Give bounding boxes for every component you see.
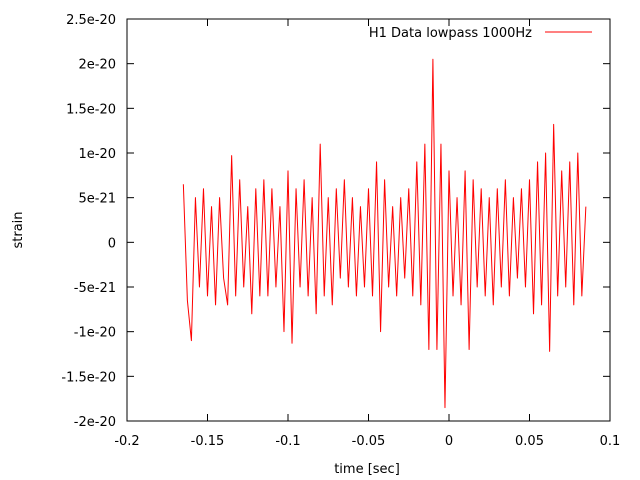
plot-frame bbox=[126, 18, 611, 422]
y-axis-label: strain bbox=[11, 211, 26, 248]
x-tick-label: -0.2 bbox=[114, 434, 139, 449]
series-layer bbox=[182, 58, 587, 409]
y-tick-label: 2.5e-20 bbox=[66, 13, 116, 28]
y-tick-label: -1e-20 bbox=[74, 326, 116, 341]
x-tick-label: -0.15 bbox=[191, 434, 225, 449]
y-axis-ticks: -2e-20 -1.5e-20 -1e-20 -5e-21 0 5e-21 1e-20 1.5… bbox=[61, 13, 610, 430]
x-tick-label: 0 bbox=[445, 434, 453, 449]
x-tick-label: -0.05 bbox=[352, 434, 386, 449]
y-tick-label: 0 bbox=[108, 236, 116, 251]
legend-label: H1 Data lowpass 1000Hz bbox=[369, 26, 532, 41]
x-tick-label: 0.1 bbox=[600, 434, 621, 449]
y-tick-label: 5e-21 bbox=[78, 192, 116, 207]
x-axis-ticks: -0.2 -0.15 -0.1 -0.05 0 0.05 0.1 bbox=[114, 19, 620, 449]
y-tick-label: 1e-20 bbox=[78, 147, 116, 162]
y-tick-label: -1.5e-20 bbox=[61, 370, 116, 385]
x-axis-label: time [sec] bbox=[334, 462, 400, 477]
y-tick-label: -5e-21 bbox=[74, 281, 116, 296]
x-tick-label: 0.05 bbox=[515, 434, 544, 449]
y-tick-label: 2e-20 bbox=[78, 58, 116, 73]
y-tick-label: -2e-20 bbox=[74, 415, 116, 430]
x-tick-label: -0.1 bbox=[275, 434, 300, 449]
legend: H1 Data lowpass 1000Hz bbox=[369, 26, 592, 41]
series-line bbox=[182, 58, 587, 409]
y-tick-label: 1.5e-20 bbox=[66, 102, 116, 117]
